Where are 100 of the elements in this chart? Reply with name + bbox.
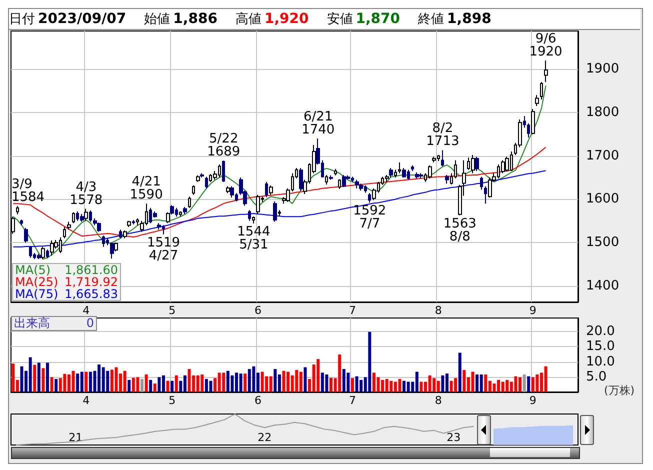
bar xyxy=(114,367,118,392)
annotation: 4/21 1590 xyxy=(130,174,163,203)
x-tick-label: 5 xyxy=(168,304,176,317)
bar xyxy=(476,374,479,392)
candlestick xyxy=(540,82,543,100)
candlestick xyxy=(136,218,139,226)
candlestick xyxy=(475,156,479,172)
annotation: 出来高 xyxy=(14,316,50,330)
candlestick xyxy=(531,108,535,135)
x-tick-label: 7 xyxy=(348,304,356,317)
bar xyxy=(536,374,539,392)
candlestick xyxy=(110,242,114,260)
bar xyxy=(441,375,444,392)
candlestick xyxy=(106,238,109,246)
x-tick-label: 4 xyxy=(82,304,90,317)
text: 高値 xyxy=(235,12,262,27)
bar xyxy=(282,370,286,392)
text: 終値 xyxy=(418,12,444,27)
candlestick xyxy=(432,156,436,163)
bar xyxy=(385,379,388,392)
candlestick xyxy=(265,181,268,198)
x-tick-label: 4 xyxy=(82,394,90,407)
y-tick-label: 15.0 xyxy=(586,339,615,354)
annotation: 1592 7/7 xyxy=(353,204,386,232)
candlestick xyxy=(269,184,273,196)
candlestick xyxy=(24,227,28,244)
candlestick xyxy=(119,229,122,239)
bar xyxy=(76,374,80,392)
candlestick xyxy=(41,246,45,260)
bar xyxy=(188,369,191,392)
candlestick xyxy=(355,179,359,189)
bar xyxy=(123,370,126,392)
candlestick xyxy=(127,220,131,228)
candlestick xyxy=(342,174,346,188)
bar xyxy=(46,362,50,392)
bar xyxy=(144,374,148,392)
bar xyxy=(98,364,101,392)
candlestick xyxy=(488,177,492,198)
bar xyxy=(204,379,208,392)
x-tick-label: 8 xyxy=(434,394,442,407)
annotation: 1563 8/8 xyxy=(443,216,476,244)
candlestick xyxy=(84,208,88,222)
annotation: 1,665.83 xyxy=(64,287,118,301)
candlestick xyxy=(123,230,127,239)
candlestick xyxy=(535,94,539,107)
candlestick xyxy=(63,226,66,239)
candlestick xyxy=(419,172,423,179)
bar xyxy=(471,372,474,392)
bar xyxy=(402,380,406,392)
candlestick xyxy=(299,168,303,192)
bar xyxy=(158,377,161,392)
annotation: 5/22 1689 xyxy=(207,132,240,160)
bar xyxy=(462,370,466,392)
candlestick xyxy=(394,169,397,178)
candlestick xyxy=(188,196,191,208)
bar xyxy=(346,372,350,392)
bar xyxy=(501,382,504,392)
candlestick xyxy=(471,154,475,174)
text: 1,870 xyxy=(356,11,400,27)
y-tick-label: 1900 xyxy=(586,62,620,77)
bar xyxy=(248,369,251,392)
bar xyxy=(406,382,410,392)
text: 安値 xyxy=(326,12,353,27)
candlestick xyxy=(132,220,135,225)
text: 始値 xyxy=(144,12,170,27)
bar xyxy=(265,376,268,392)
bar xyxy=(166,380,170,392)
bar xyxy=(320,372,324,392)
annotation: 1,719.92 xyxy=(64,275,118,289)
bar xyxy=(330,378,333,392)
bar xyxy=(84,372,88,392)
bar xyxy=(110,370,114,392)
bar xyxy=(222,372,226,392)
candlestick xyxy=(415,172,419,179)
text: 1,886 xyxy=(173,11,218,27)
bar xyxy=(196,375,200,392)
candlestick xyxy=(102,235,105,248)
bar xyxy=(527,376,530,392)
bar xyxy=(299,372,302,392)
bar xyxy=(355,376,358,392)
candlestick xyxy=(170,204,174,215)
bar xyxy=(484,374,488,392)
bar xyxy=(200,374,204,392)
bar xyxy=(506,380,509,392)
candlestick xyxy=(480,176,483,190)
bar xyxy=(304,367,307,392)
bar xyxy=(58,378,62,392)
annotation: 8/2 1713 xyxy=(426,121,460,150)
bar xyxy=(54,379,58,392)
bar xyxy=(20,366,24,392)
bar xyxy=(445,374,448,392)
candlestick xyxy=(16,206,19,215)
candlestick xyxy=(359,183,363,192)
bar xyxy=(230,375,234,392)
bar xyxy=(394,382,397,392)
candlestick xyxy=(385,174,389,182)
text: 1,920 xyxy=(264,11,309,27)
bar xyxy=(436,380,440,392)
bar xyxy=(252,366,256,392)
bar xyxy=(209,380,212,392)
